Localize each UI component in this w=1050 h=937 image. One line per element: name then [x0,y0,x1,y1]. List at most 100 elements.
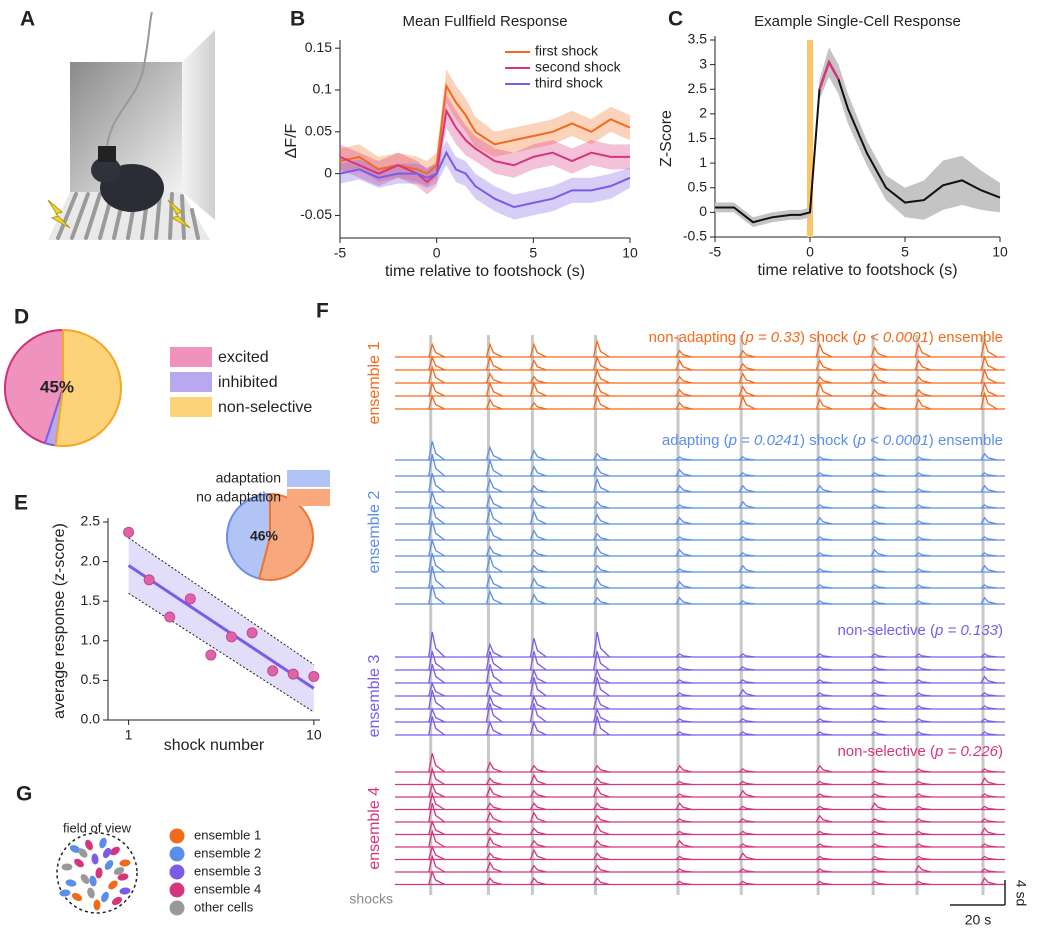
x-tick-label: 0 [806,244,814,260]
confidence-line [128,537,315,665]
trace-spike [815,692,833,697]
side-wall [182,30,215,220]
trace-spike [592,631,611,658]
trace-spike [914,864,932,873]
trace-spike [914,520,932,525]
trace-spike [675,839,693,848]
trace-spike [980,666,998,671]
mouse-illustration [47,11,215,240]
data-point [308,670,320,682]
data-point [246,627,258,639]
highlight-line [818,59,840,90]
trace-spike [592,786,610,798]
trace-spike [815,705,833,710]
trace-spike [529,720,547,736]
trace-spike [592,707,610,723]
error-band [340,94,630,195]
trace-spike [592,338,610,358]
trace-spike [738,718,756,723]
trace-spike [815,855,833,861]
trace-spike [738,843,756,848]
trace-spike [738,731,756,736]
trace-spike [738,362,756,371]
trace-spike [675,516,693,525]
trace-spike [592,465,610,477]
annotation-part: ) ensemble [929,329,1003,346]
trace-spike [738,520,756,525]
trace-spike [815,504,833,509]
trace-spike [738,552,756,557]
trace-spike [485,457,503,477]
cell [110,846,120,856]
trace-spike [870,692,888,697]
trace-spike [529,811,547,823]
trace-spike [980,868,998,873]
trace-spike [870,401,888,410]
trace-spike [738,780,756,786]
cell [74,858,84,868]
trace-spike [914,456,932,461]
trace-spike [870,880,888,886]
trace-spike [592,651,610,671]
trace-spike [815,516,833,525]
trace-spike [428,753,446,773]
trace-spike [675,780,693,786]
trace-spike [675,401,693,410]
trace-spike [593,764,610,773]
trace-spike [675,468,693,477]
trace-spike [675,868,693,873]
trace-spike [529,465,547,477]
trace-spike [980,705,998,710]
legend-label: no adaptation [196,489,281,505]
trace-spike [428,766,446,786]
fit-line [127,564,315,690]
trace-spike [592,355,610,371]
trace-spike [980,675,998,684]
trace-spike [428,845,446,861]
trace-spike [529,564,547,573]
trace-spike [485,827,503,836]
legend-dot [169,900,185,916]
shocks-label: shocks [349,891,393,907]
pie-slice [4,328,64,445]
cell [59,889,71,897]
panel-label: E [14,492,28,515]
trace-spike [428,473,446,493]
cell [69,845,81,853]
y-tick-label: 0.1 [313,81,333,97]
x-tick-label: 10 [306,727,322,743]
trace-spike [428,782,446,798]
trace-spike [914,793,932,798]
trace-spike [675,830,693,836]
trace-spike [815,536,833,541]
y-tick-label: 0.5 [81,671,101,687]
x-tick-label: 5 [529,245,537,261]
trace-spike [593,839,610,848]
trace-spike [485,664,503,684]
trace-spike [815,814,833,823]
trace-spike [593,532,610,541]
cell [78,848,88,858]
trace-spike [485,477,503,493]
trace-spike [738,818,756,823]
trace-spike [815,666,833,671]
trace-spike [870,830,888,836]
cell [85,839,93,851]
trace-spike [914,653,932,658]
trace-spike [980,692,998,697]
trace-spike [593,777,610,786]
cell [119,887,131,895]
legend-dot [169,864,185,880]
trace-spike [485,761,503,773]
trace-spike [914,768,932,773]
trace-spike [592,677,610,697]
annotation-part: p = 0.33 [744,329,800,346]
trace-spike [980,805,998,811]
x-tick-label: 10 [992,244,1008,260]
panel-label: F [316,300,329,323]
cell [117,873,129,881]
trace-spike [485,720,503,736]
trace-spike [428,820,446,836]
trace-spike [592,545,610,557]
trace-spike [914,488,932,493]
